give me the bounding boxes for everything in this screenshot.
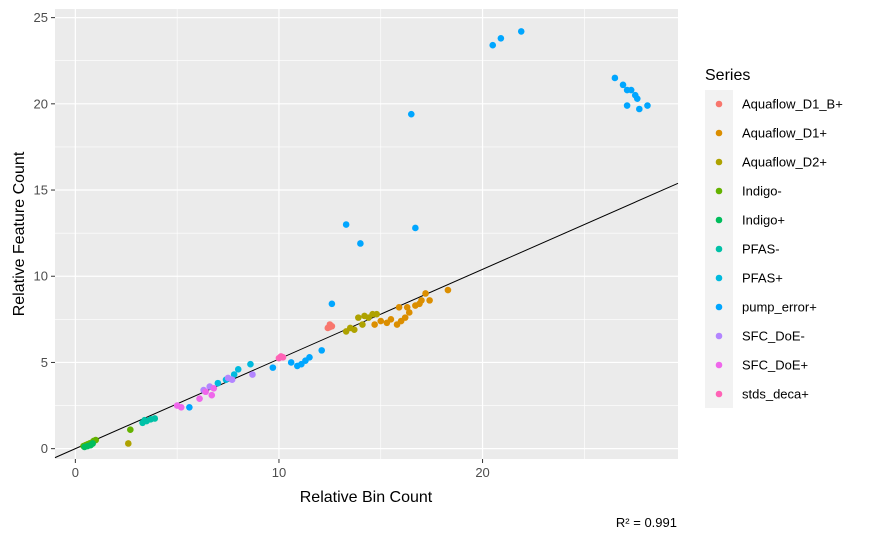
data-point-pump-error: [328, 300, 336, 308]
fit-line: [54, 182, 679, 459]
data-point-aquaflow-d1: [371, 321, 378, 328]
data-point-pump-error: [517, 28, 525, 35]
y-tick-label: 20: [34, 96, 48, 111]
legend-key-indigo: [715, 216, 723, 224]
data-point-aquaflow-d1: [405, 309, 413, 316]
x-tick-label: 0: [72, 465, 79, 480]
legend-label-sfc-doe: SFC_DoE-: [742, 329, 805, 344]
data-point-indigo: [127, 426, 134, 433]
legend-label-sfc-doe: SFC_DoE+: [742, 358, 808, 373]
data-point-aquaflow-d2: [124, 440, 132, 447]
data-point-aquaflow-d2: [373, 310, 380, 318]
data-point-aquaflow-d2: [359, 321, 366, 328]
data-point-pump-error: [636, 105, 643, 113]
y-tick-label: 25: [34, 10, 48, 25]
data-point-stds-deca: [277, 353, 285, 360]
plot-panel: [55, 9, 678, 459]
legend-key-pfas: [715, 274, 723, 282]
data-point-pfas: [141, 416, 148, 424]
y-axis-title: Relative Feature Count: [11, 151, 28, 316]
legend-key-sfc-doe: [715, 361, 723, 369]
data-point-aquaflow-d2: [350, 326, 358, 333]
data-point-aquaflow-d1: [401, 314, 409, 321]
data-point-pump-error: [357, 240, 364, 247]
data-point-sfc-doe: [196, 395, 203, 402]
data-point-aquaflow-d1: [377, 317, 385, 325]
data-point-pump-error: [412, 224, 419, 232]
data-point-pump-error: [342, 221, 350, 228]
data-point-pump-error: [489, 41, 497, 49]
x-tick-label: 10: [272, 465, 286, 480]
legend-key-indigo: [715, 187, 723, 195]
legend-key-stds-deca: [715, 390, 723, 398]
y-tick-label: 15: [34, 183, 48, 198]
data-point-aquaflow-d1: [444, 286, 452, 294]
y-axis-ticks: 0 5 10 15 20 25: [34, 10, 55, 456]
data-point-pump-error: [633, 95, 641, 102]
legend-label-indigo: Indigo-: [742, 184, 782, 199]
data-point-aquaflow-d1: [395, 303, 403, 311]
grid-minor: [55, 9, 678, 459]
x-axis-ticks: 0 10 20: [72, 459, 490, 480]
data-point-pump-error: [318, 347, 326, 354]
data-point-pump-error: [186, 403, 193, 411]
data-point-pfas: [151, 415, 159, 422]
data-point-pump-error: [611, 74, 619, 82]
data-point-pfas: [247, 360, 254, 368]
legend-label-stds-deca: stds_deca+: [742, 387, 809, 402]
legend-label-aquaflow-d2: Aquaflow_D2+: [742, 155, 827, 170]
data-point-pump-error: [644, 102, 651, 109]
x-tick-label: 20: [475, 465, 489, 480]
legend-label-aquaflow-d1: Aquaflow_D1+: [742, 126, 827, 141]
grid-major: [55, 9, 678, 459]
legend-key-aquaflow-d2: [715, 158, 723, 166]
data-point-aquaflow-d1: [387, 316, 395, 323]
data-point-aquaflow-d2: [355, 314, 362, 321]
data-point-sfc-doe: [228, 376, 236, 383]
legend-key-aquaflow-d1-b: [715, 100, 723, 108]
legend-title: Series: [705, 67, 750, 84]
data-point-aquaflow-d1: [418, 297, 425, 304]
legend-label-pfas: PFAS+: [742, 271, 783, 286]
data-point-pump-error: [269, 364, 277, 371]
legend-key-pfas: [715, 245, 723, 253]
legend-label-pump-error: pump_error+: [742, 300, 817, 315]
data-point-sfc-doe: [208, 391, 216, 399]
legend-key-pump-error: [715, 303, 723, 311]
legend-label-pfas: PFAS-: [742, 242, 780, 257]
data-point-sfc-doe: [249, 371, 256, 378]
data-point-sfc-doe: [210, 385, 218, 392]
data-point-sfc-doe: [202, 388, 209, 396]
data-point-indigo: [89, 440, 96, 447]
data-point-pump-error: [407, 110, 415, 118]
data-point-pump-error: [287, 359, 295, 366]
data-point-pump-error: [306, 353, 313, 361]
r-squared-caption: R² = 0.991: [616, 515, 677, 530]
data-point-pump-error: [623, 102, 631, 109]
data-point-pfas: [234, 366, 242, 373]
data-point-pfas: [214, 379, 222, 387]
legend-key-aquaflow-d1: [715, 129, 723, 137]
data-point-pfas: [230, 371, 238, 378]
data-point-aquaflow-d1: [426, 297, 433, 304]
y-tick-label: 10: [34, 269, 48, 284]
y-tick-label: 5: [41, 355, 48, 370]
data-point-aquaflow-d1: [422, 290, 429, 297]
data-point-pump-error: [497, 35, 505, 42]
legend-label-aquaflow-d1-b: Aquaflow_D1_B+: [742, 97, 843, 112]
data-point-pump-error: [627, 86, 635, 94]
data-points: [80, 28, 651, 451]
data-point-aquaflow-d1-b: [326, 323, 334, 331]
legend-label-indigo: Indigo+: [742, 213, 785, 228]
data-point-pump-error: [619, 81, 627, 89]
legend: Series Aquaflow_D1_B+ Aquaflow_D1+ Aquaflo…: [705, 67, 843, 408]
y-tick-label: 0: [41, 441, 48, 456]
data-point-aquaflow-d1: [403, 303, 411, 311]
data-point-sfc-doe: [177, 403, 185, 411]
x-axis-title: Relative Bin Count: [300, 489, 433, 506]
legend-key-sfc-doe: [715, 332, 723, 340]
